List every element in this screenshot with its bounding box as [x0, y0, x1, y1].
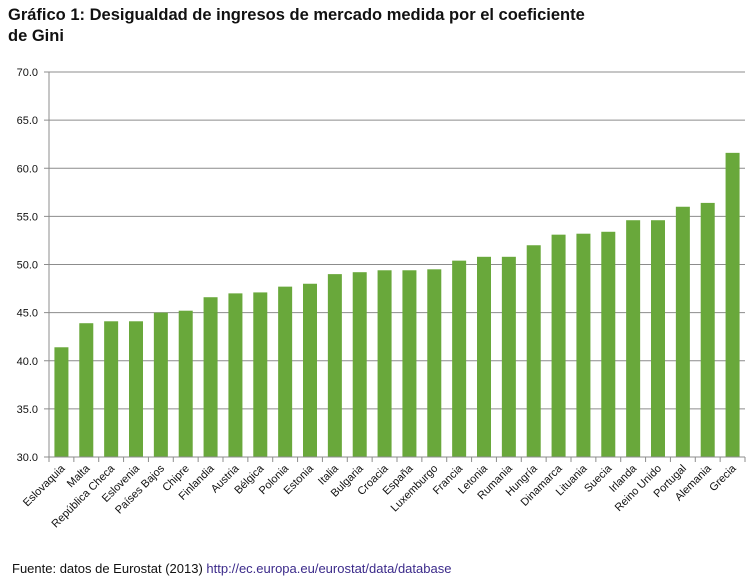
chart-title-line-1: Gráfico 1: Desigualdad de ingresos de me…: [8, 6, 585, 24]
bar-finlandia: [203, 297, 218, 457]
source-text: Fuente: datos de Eurostat (2013): [12, 561, 203, 576]
y-tick-label: 45.0: [17, 308, 38, 320]
source-link[interactable]: http://ec.europa.eu/eurostat/data/databa…: [206, 561, 452, 576]
y-tick-label: 70.0: [17, 67, 38, 79]
bar-austria: [228, 293, 243, 457]
bar-irlanda: [626, 220, 641, 457]
bar-estonia: [303, 283, 317, 457]
bar-portugal: [675, 206, 690, 457]
bar-eslovenia: [129, 321, 143, 457]
chart-title-line-2: de Gini: [8, 27, 64, 45]
bar-países-bajos: [153, 312, 168, 457]
bar-reino-unido: [651, 220, 665, 457]
bar-grecia: [725, 152, 740, 457]
y-tick-label: 55.0: [17, 211, 38, 223]
bar-polonia: [278, 286, 293, 457]
gridlines: [49, 71, 745, 410]
bar-luxemburgo: [427, 269, 442, 457]
y-tick-label: 40.0: [17, 356, 38, 368]
y-tick-label: 35.0: [17, 404, 38, 416]
bars: [54, 152, 740, 457]
x-tick-label: Grecia: [707, 462, 739, 494]
bar-eslovaquia: [54, 347, 69, 457]
bar-dinamarca: [551, 234, 566, 457]
bar-rumania: [501, 256, 516, 457]
chart-title: Gráfico 1: Desigualdad de ingresos de me…: [8, 5, 628, 47]
bar-croacia: [377, 270, 392, 457]
bar-hungría: [526, 245, 541, 457]
bar-italia: [327, 274, 342, 457]
bar-españa: [402, 270, 417, 457]
y-tick-label: 60.0: [17, 163, 38, 175]
y-tick-label: 50.0: [17, 260, 38, 272]
bar-bulgaria: [352, 272, 367, 457]
bar-alemania: [700, 202, 715, 457]
bar-lituania: [576, 233, 591, 457]
source-note: Fuente: datos de Eurostat (2013) http://…: [12, 561, 451, 576]
bar-bélgica: [253, 292, 268, 457]
y-tick-label: 30.0: [17, 452, 38, 464]
bar-letonia: [477, 256, 491, 457]
y-axis: 30.0 35.0 40.0 45.0 50.0 55.0 60.0 65.0 70.0: [17, 67, 50, 464]
bar-chipre: [178, 310, 193, 457]
bar-malta: [79, 323, 94, 457]
bar-francia: [452, 260, 467, 457]
bar-república-checa: [104, 321, 119, 457]
y-tick-label: 65.0: [17, 115, 38, 127]
x-tick-label: Eslovaquia: [21, 462, 68, 509]
bar-suecia: [601, 231, 616, 457]
